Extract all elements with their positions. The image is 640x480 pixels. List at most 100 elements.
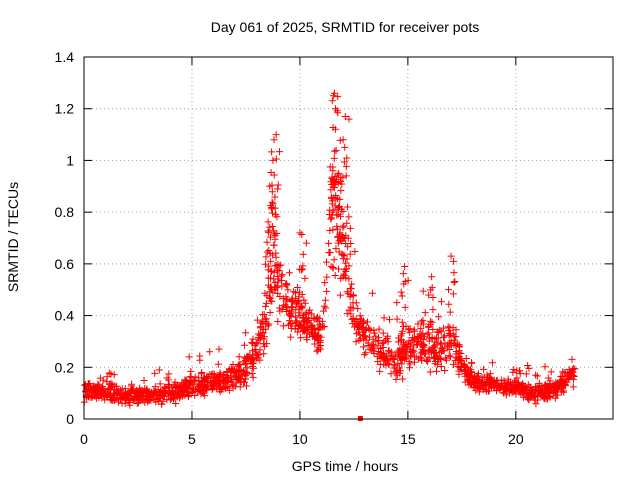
data-point bbox=[331, 271, 339, 279]
data-point bbox=[299, 250, 307, 258]
data-point bbox=[414, 332, 422, 340]
data-point bbox=[421, 333, 429, 341]
data-point bbox=[344, 290, 352, 298]
data-point bbox=[268, 223, 276, 231]
data-point bbox=[365, 333, 373, 341]
data-point bbox=[176, 383, 184, 391]
data-point bbox=[311, 340, 319, 348]
data-point bbox=[360, 351, 368, 359]
data-point bbox=[276, 307, 284, 315]
data-point bbox=[201, 392, 209, 400]
data-point bbox=[149, 391, 157, 399]
data-point bbox=[259, 311, 267, 319]
data-point bbox=[429, 343, 437, 351]
data-point bbox=[334, 203, 342, 211]
data-point bbox=[410, 327, 418, 335]
data-point bbox=[270, 269, 278, 277]
data-point bbox=[345, 115, 353, 123]
data-point bbox=[533, 372, 541, 380]
data-point bbox=[187, 380, 195, 388]
data-point bbox=[441, 366, 449, 374]
data-point bbox=[517, 389, 525, 397]
x-tick-label: 10 bbox=[292, 431, 308, 447]
data-point bbox=[127, 389, 135, 397]
data-point bbox=[545, 383, 553, 391]
data-point bbox=[384, 359, 392, 367]
data-point bbox=[249, 347, 257, 355]
data-point bbox=[203, 374, 211, 382]
data-point bbox=[421, 309, 429, 317]
data-point bbox=[398, 292, 406, 300]
data-point bbox=[313, 347, 321, 355]
data-point bbox=[421, 350, 429, 358]
data-point bbox=[445, 352, 453, 360]
data-point bbox=[106, 386, 114, 394]
data-point bbox=[249, 335, 257, 343]
plot-frame bbox=[83, 56, 614, 420]
data-point bbox=[302, 239, 310, 247]
data-point bbox=[330, 176, 338, 184]
data-point bbox=[266, 233, 274, 241]
data-point bbox=[298, 230, 306, 238]
data-point bbox=[334, 109, 342, 117]
data-point bbox=[467, 368, 475, 376]
data-point bbox=[215, 385, 223, 393]
data-point bbox=[553, 380, 561, 388]
data-point bbox=[429, 306, 437, 314]
data-point bbox=[569, 383, 577, 391]
data-point bbox=[319, 307, 327, 315]
data-point bbox=[346, 250, 354, 258]
data-point bbox=[376, 344, 384, 352]
data-point bbox=[368, 341, 376, 349]
data-point bbox=[401, 278, 409, 286]
data-point bbox=[127, 382, 135, 390]
data-point bbox=[235, 361, 243, 369]
data-point bbox=[262, 253, 270, 261]
data-point bbox=[399, 375, 407, 383]
data-point bbox=[370, 329, 378, 337]
data-point bbox=[146, 393, 154, 401]
data-point bbox=[397, 288, 405, 296]
data-point bbox=[297, 322, 305, 330]
data-point bbox=[462, 363, 470, 371]
data-point bbox=[343, 310, 351, 318]
data-point bbox=[237, 378, 245, 386]
data-point bbox=[256, 356, 264, 364]
data-point bbox=[344, 234, 352, 242]
data-point bbox=[231, 372, 239, 380]
data-point bbox=[331, 147, 339, 155]
data-point bbox=[283, 280, 291, 288]
data-point bbox=[253, 351, 261, 359]
data-point bbox=[259, 320, 267, 328]
data-point bbox=[525, 364, 533, 372]
data-point bbox=[93, 388, 101, 396]
data-point bbox=[85, 380, 93, 388]
data-point bbox=[125, 397, 133, 405]
data-point bbox=[406, 364, 414, 372]
data-point bbox=[228, 366, 236, 374]
data-point bbox=[151, 388, 159, 396]
data-point bbox=[296, 303, 304, 311]
data-point bbox=[110, 396, 118, 404]
data-point bbox=[555, 384, 563, 392]
data-point bbox=[482, 386, 490, 394]
data-point bbox=[335, 169, 343, 177]
data-point bbox=[326, 226, 334, 234]
data-point bbox=[237, 371, 245, 379]
data-point bbox=[323, 273, 331, 281]
data-point bbox=[271, 204, 279, 212]
data-point bbox=[172, 382, 180, 390]
data-point bbox=[490, 383, 498, 391]
data-point bbox=[451, 357, 459, 365]
data-point bbox=[386, 316, 394, 324]
data-point bbox=[172, 400, 180, 408]
x-tick-label: 0 bbox=[80, 431, 88, 447]
data-point bbox=[284, 321, 292, 329]
data-point bbox=[323, 287, 331, 295]
data-point bbox=[221, 379, 229, 387]
data-point bbox=[444, 323, 452, 331]
data-point bbox=[83, 385, 91, 393]
data-point bbox=[307, 321, 315, 329]
data-point bbox=[510, 386, 518, 394]
